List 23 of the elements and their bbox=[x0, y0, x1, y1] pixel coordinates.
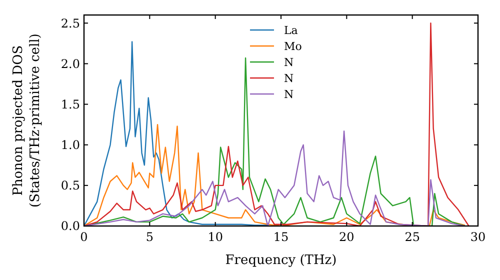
x-tick-label: 15 bbox=[273, 230, 289, 244]
x-tick-label: 0 bbox=[80, 230, 88, 244]
legend-label: La bbox=[284, 24, 298, 37]
y-tick-label: 1.5 bbox=[60, 97, 80, 112]
x-tick-label: 5 bbox=[146, 230, 154, 244]
x-tick-label: 10 bbox=[208, 230, 223, 244]
y-axis-title: Phonon projected DOS (States/THz·primitive cell) bbox=[11, 33, 43, 208]
legend-label: N bbox=[284, 88, 294, 101]
legend-label: Mo bbox=[284, 40, 302, 53]
y-tick-label: 0.0 bbox=[60, 219, 80, 234]
legend-label: N bbox=[284, 72, 294, 85]
legend-label: N bbox=[284, 56, 294, 69]
x-axis-title: Frequency (THz) bbox=[225, 253, 337, 268]
x-tick-label: 25 bbox=[404, 230, 420, 244]
y-tick-label: 1.0 bbox=[60, 138, 80, 152]
line-series bbox=[91, 57, 466, 226]
y-tick-label: 2.5 bbox=[60, 16, 80, 30]
line-series bbox=[84, 41, 268, 226]
line-series bbox=[84, 22, 470, 226]
x-tick-label: 20 bbox=[339, 230, 354, 244]
x-tick-label: 30 bbox=[470, 230, 486, 244]
y-tick-label: 0.5 bbox=[60, 178, 80, 193]
y-tick-label: 2.0 bbox=[60, 56, 80, 71]
